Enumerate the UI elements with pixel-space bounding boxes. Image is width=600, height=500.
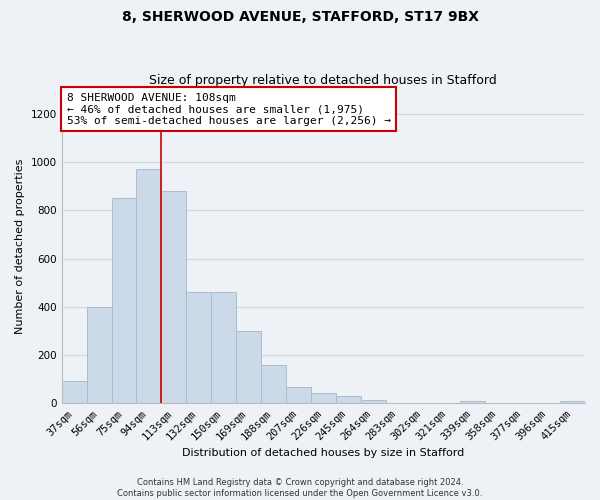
- Bar: [62, 380, 86, 404]
- Bar: [211, 292, 236, 404]
- Bar: [261, 365, 286, 404]
- Bar: [336, 396, 361, 404]
- Bar: [286, 386, 311, 404]
- Bar: [236, 331, 261, 404]
- Bar: [136, 169, 161, 404]
- Title: Size of property relative to detached houses in Stafford: Size of property relative to detached ho…: [149, 74, 497, 87]
- Bar: [86, 307, 112, 404]
- Bar: [460, 401, 485, 404]
- Bar: [186, 292, 211, 404]
- Y-axis label: Number of detached properties: Number of detached properties: [15, 159, 25, 334]
- Text: 8, SHERWOOD AVENUE, STAFFORD, ST17 9BX: 8, SHERWOOD AVENUE, STAFFORD, ST17 9BX: [121, 10, 479, 24]
- Bar: [560, 401, 585, 404]
- Bar: [112, 198, 136, 404]
- Text: 8 SHERWOOD AVENUE: 108sqm
← 46% of detached houses are smaller (1,975)
53% of se: 8 SHERWOOD AVENUE: 108sqm ← 46% of detac…: [67, 92, 391, 126]
- Text: Contains HM Land Registry data © Crown copyright and database right 2024.
Contai: Contains HM Land Registry data © Crown c…: [118, 478, 482, 498]
- Bar: [161, 191, 186, 404]
- X-axis label: Distribution of detached houses by size in Stafford: Distribution of detached houses by size …: [182, 448, 464, 458]
- Bar: [361, 400, 386, 404]
- Bar: [311, 392, 336, 404]
